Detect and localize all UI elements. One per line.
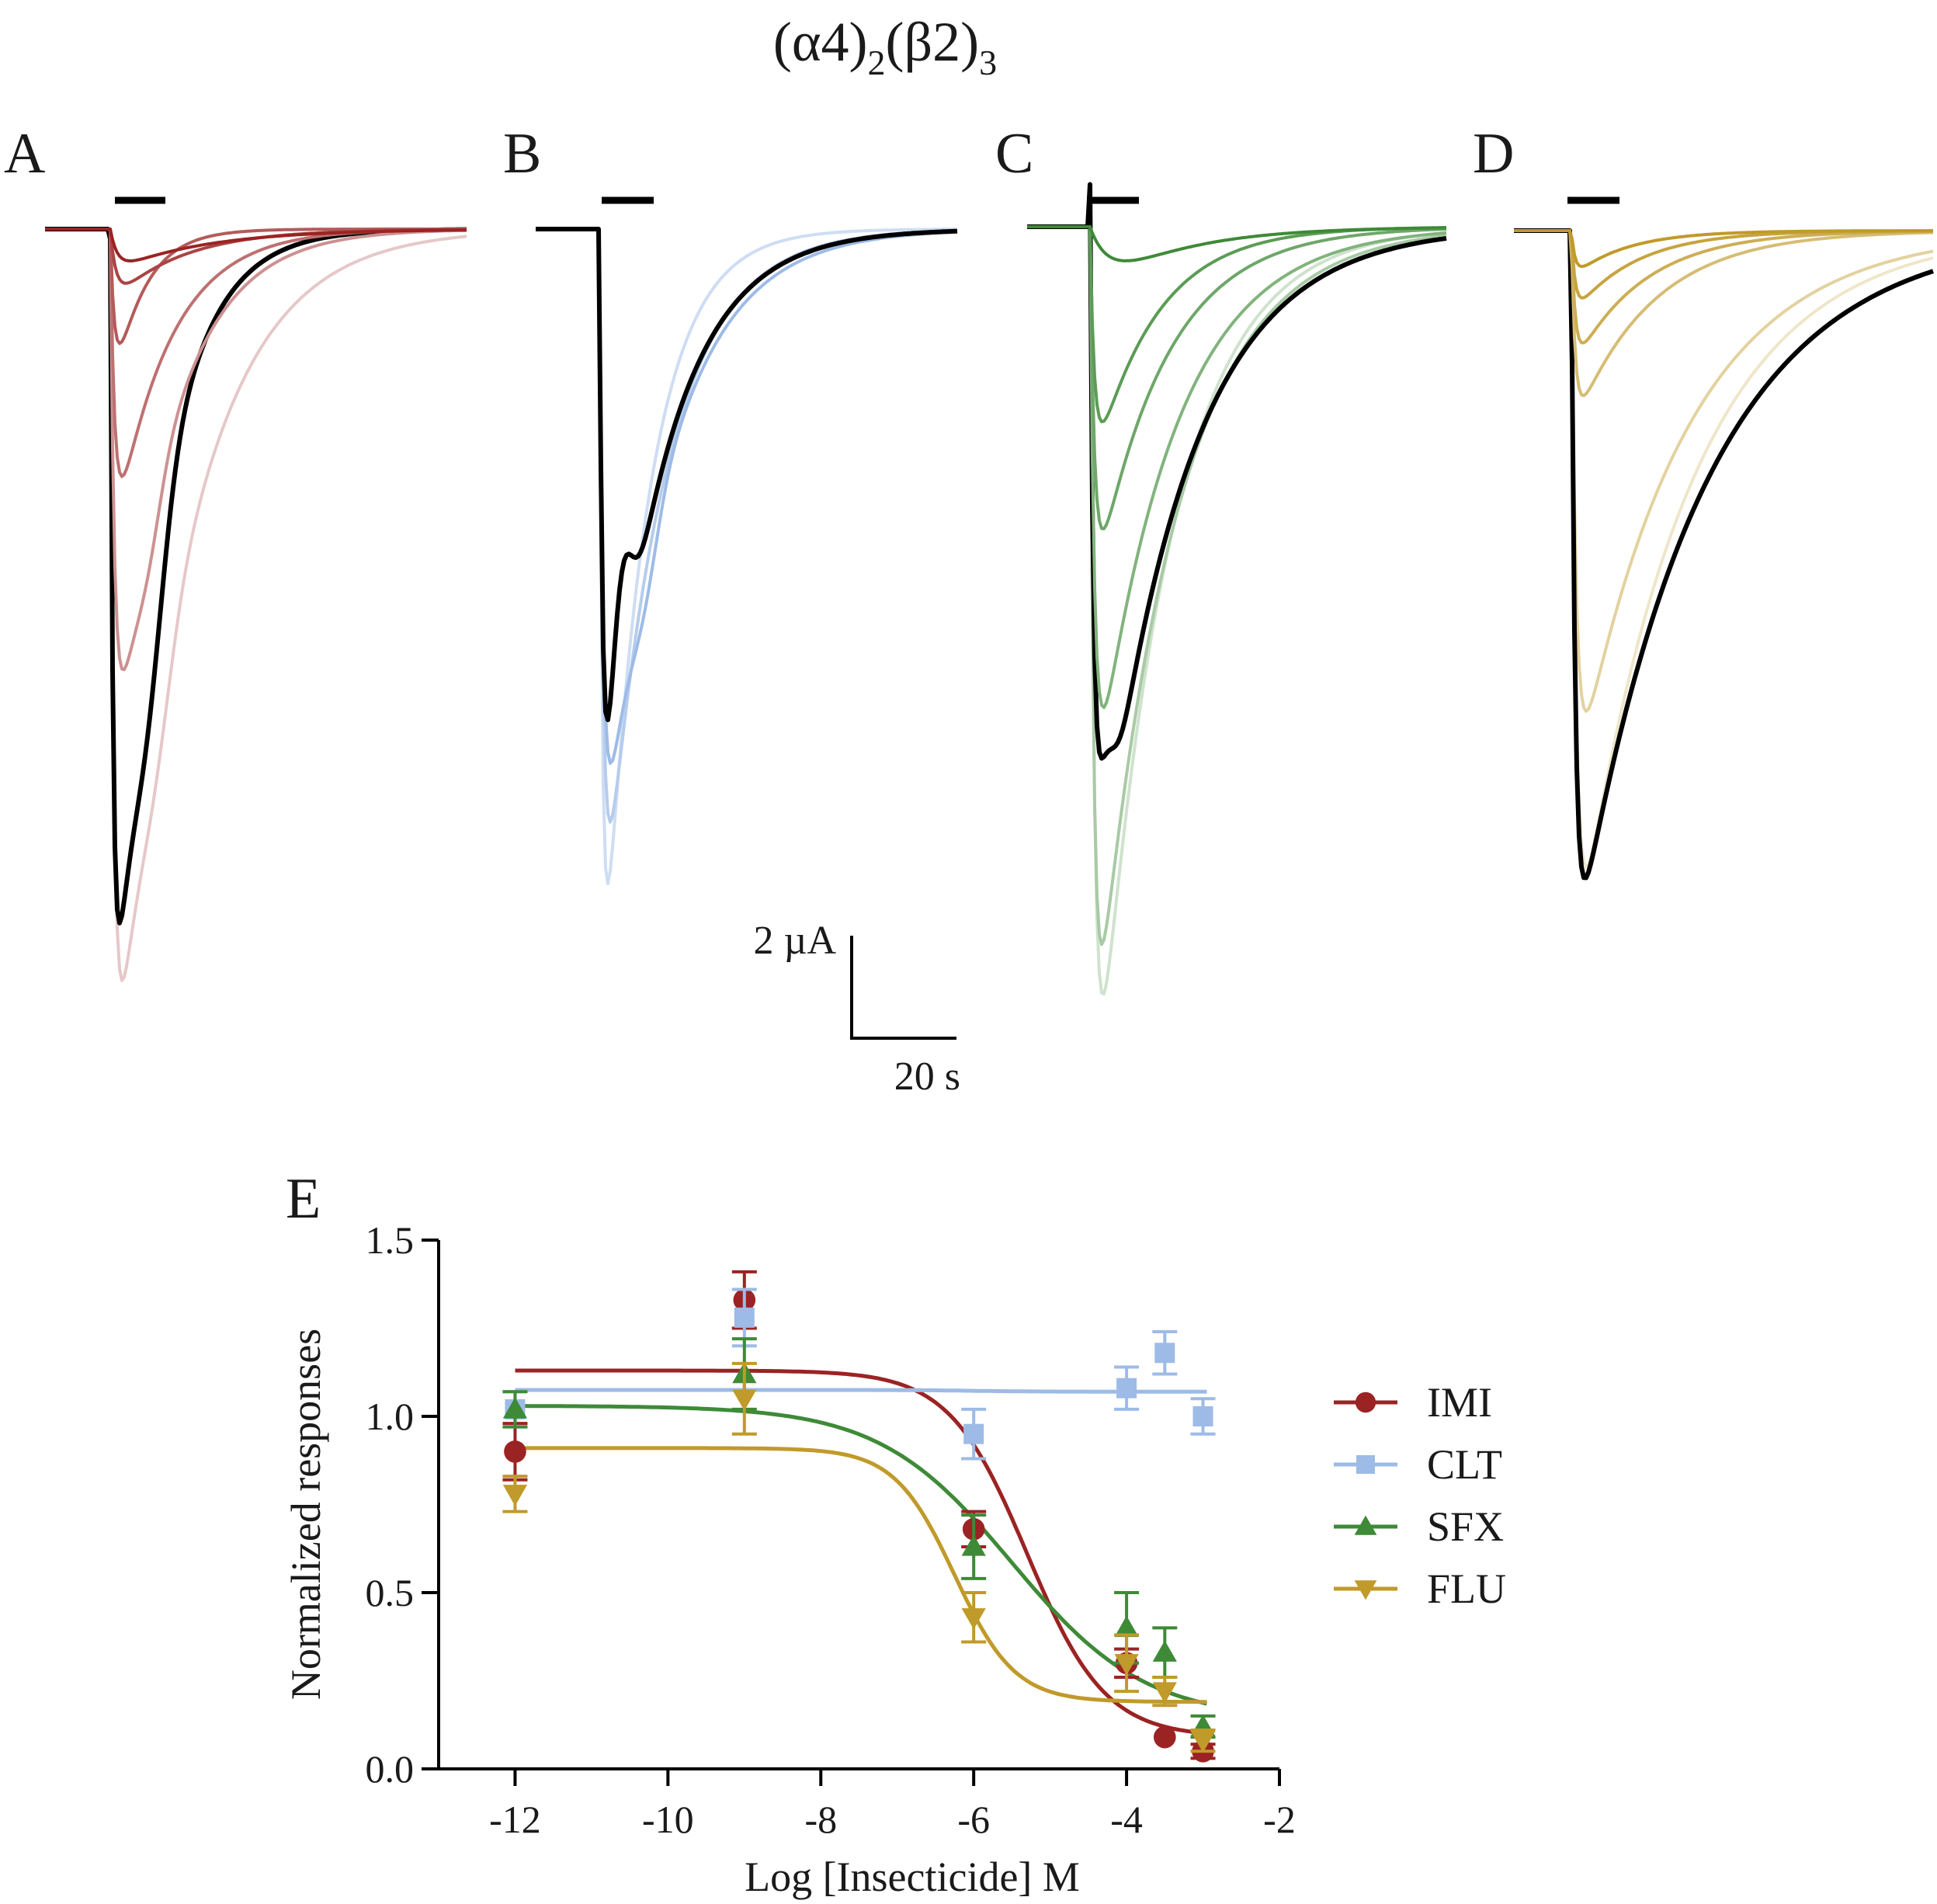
data-point-sfx [1114,1615,1139,1638]
fit-curve-sfx [515,1404,1208,1706]
data-points [502,1270,1216,1763]
data-point-clt [734,1307,755,1328]
fit-curves [515,1368,1208,1735]
insecticide-trace [536,228,957,885]
x-tick-label: -12 [489,1798,541,1841]
fit-curve-clt [515,1388,1207,1394]
data-point-sfx [961,1534,986,1556]
legend-label-sfx: SFX [1427,1503,1504,1550]
data-point-imi [504,1440,526,1463]
data-point-flu [961,1608,986,1630]
data-point-clt [1192,1406,1213,1426]
data-point-clt [1154,1343,1175,1364]
x-axis-label: Log [Insecticide] M [745,1854,1080,1900]
data-point-clt [963,1423,984,1444]
scale-bar-current-label: 2 µA [753,919,836,963]
insecticide-trace [1514,229,1933,269]
legend-marker-sfx [1354,1515,1377,1535]
scale-bar-time-label: 20 s [894,1054,960,1099]
data-point-clt [1116,1378,1137,1398]
data-point-sfx [1152,1640,1177,1662]
control-trace [1514,228,1934,881]
data-point-flu [732,1389,757,1411]
control-trace [536,227,958,722]
legend-marker-imi [1355,1392,1376,1413]
concentration-response-chart: 0.0 0.5 1.0 1.5 -12 -10 -8 -6 -4 -2 [366,1218,1296,1841]
insecticide-trace [45,228,467,262]
scale-bar: 2 µA 20 s [753,919,960,1099]
x-tick-label: -4 [1110,1798,1143,1841]
figure-title: (α4)2(β2)3 [773,11,997,82]
fit-curve-flu [515,1446,1207,1704]
panel-label-c: C [995,122,1033,186]
insecticide-trace [45,228,467,672]
data-point-flu [1114,1654,1139,1676]
control-trace [1027,182,1447,761]
legend-marker-clt [1356,1455,1375,1474]
x-tick-label: -2 [1263,1798,1296,1841]
x-tick-label: -10 [642,1798,694,1841]
insecticide-trace [1514,229,1934,869]
current-traces-imi [45,227,467,982]
y-tick-label: 1.0 [366,1395,415,1438]
legend-label-clt: CLT [1427,1441,1502,1488]
insecticide-trace [45,228,467,982]
y-axis-label: Normalized responses [283,1329,329,1700]
y-tick-label: 0.5 [366,1571,415,1614]
current-traces-sfx [1027,182,1447,995]
panel-label-a: A [4,122,45,186]
insecticide-trace [1027,225,1446,262]
y-tick-label: 0.0 [366,1747,415,1791]
panel-label-e: E [286,1167,321,1231]
legend-label-flu: FLU [1427,1565,1506,1612]
chart-axes: 0.0 0.5 1.0 1.5 -12 -10 -8 -6 -4 -2 [366,1218,1296,1841]
data-point-flu [1152,1682,1177,1704]
insecticide-trace [1514,229,1934,713]
panel-label-b: B [503,122,541,186]
current-traces-flu [1514,228,1934,881]
x-tick-label: -6 [957,1798,990,1841]
data-point-flu [502,1485,528,1506]
y-tick-label: 1.5 [366,1218,415,1262]
insecticide-trace [1514,229,1933,398]
chart-legend: IMI CLT SFX FLU [1334,1379,1506,1612]
insecticide-trace [1027,225,1447,530]
insecticide-trace [1027,225,1447,710]
legend-marker-flu [1354,1580,1377,1600]
panel-label-d: D [1473,122,1514,186]
data-point-imi [1154,1725,1176,1749]
x-tick-label: -8 [804,1798,837,1841]
legend-label-imi: IMI [1427,1379,1492,1426]
data-point-sfx [502,1397,528,1419]
data-point-flu [1190,1731,1216,1753]
current-traces-clt [536,227,958,885]
fit-curve-imi [515,1368,1207,1735]
control-trace [45,227,467,926]
